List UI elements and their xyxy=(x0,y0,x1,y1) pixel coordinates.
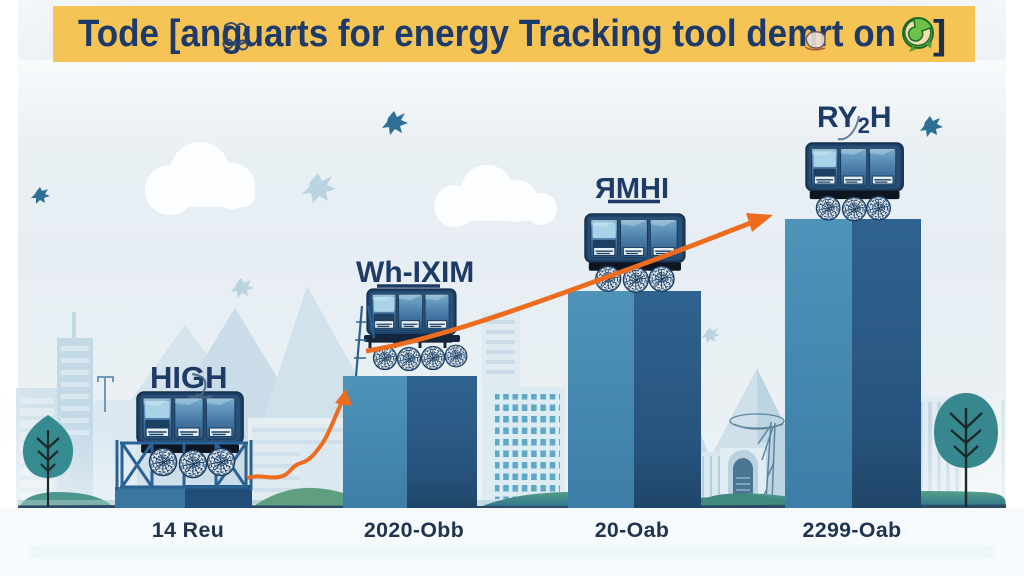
svg-text:HIGH: HIGH xyxy=(150,360,228,395)
svg-text:2020-Obb: 2020-Obb xyxy=(364,518,464,542)
svg-text:RY2H: RY2H xyxy=(817,101,891,138)
svg-text:2299-Oab: 2299-Oab xyxy=(802,518,901,542)
svg-text:ЯMHI: ЯMHI xyxy=(595,173,669,205)
svg-text:20-Oab: 20-Oab xyxy=(595,518,670,542)
svg-text:]: ] xyxy=(933,13,946,57)
svg-text:Wh-IXIM: Wh-IXIM xyxy=(356,256,474,289)
svg-text:Tode [anguarts for energy Trac: Tode [anguarts for energy Tracking tool … xyxy=(78,13,896,55)
svg-text:14 Reu: 14 Reu xyxy=(152,518,224,542)
